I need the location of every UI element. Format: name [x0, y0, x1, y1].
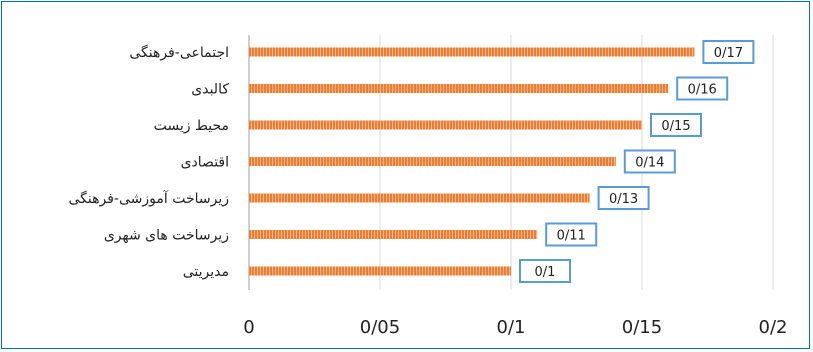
bar — [249, 120, 642, 130]
category-label: مدیریتی — [183, 264, 229, 280]
bar — [249, 47, 695, 57]
data-label-box — [676, 76, 729, 101]
bar — [249, 230, 538, 239]
data-label-box — [597, 186, 650, 210]
data-label: 0/1 — [535, 265, 556, 280]
x-tick-label: 0/05 — [360, 317, 400, 338]
category-label: زیرساخت های شهری — [104, 228, 229, 244]
category-label: زیرساخت آموزشی-فرهنگی — [69, 190, 230, 207]
data-label: 0/15 — [661, 119, 690, 134]
bar — [249, 193, 590, 203]
data-label: 0/11 — [557, 229, 586, 244]
data-label: 0/14 — [635, 156, 664, 171]
x-tick-label: 0 — [243, 317, 254, 338]
data-label-box — [545, 222, 598, 247]
x-tick-label: 0/1 — [497, 317, 526, 338]
category-label: اجتماعی-فرهنگی — [129, 44, 229, 61]
data-label-box — [519, 259, 571, 283]
category-label: محیط زیست — [154, 118, 229, 134]
data-label-box — [650, 113, 702, 137]
x-tick-label: 0/2 — [759, 317, 788, 338]
category-label: کالبدی — [191, 82, 229, 98]
data-label: 0/17 — [714, 46, 743, 61]
bar — [249, 266, 511, 276]
data-label-box — [623, 149, 676, 174]
category-label: اقتصادی — [181, 155, 229, 171]
data-label-box — [702, 40, 755, 64]
bar — [249, 84, 669, 93]
data-label: 0/13 — [609, 192, 638, 207]
bar — [249, 157, 616, 166]
data-label: 0/16 — [688, 83, 717, 98]
x-tick-label: 0/15 — [622, 317, 662, 338]
